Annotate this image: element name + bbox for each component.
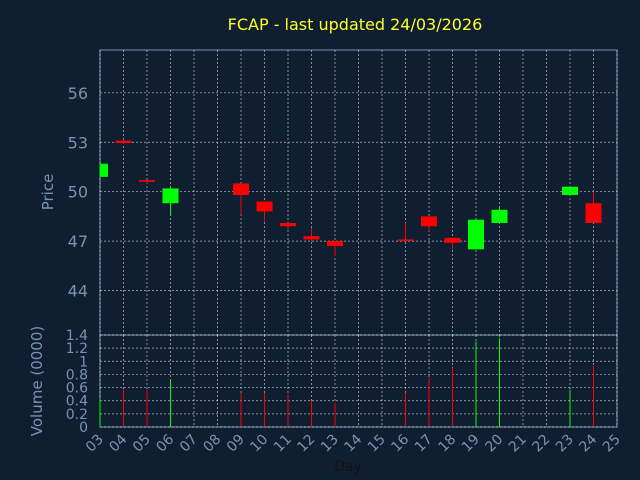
price-axis-ticks: 44 47 50 53 56 xyxy=(68,84,88,301)
price-axis-label: Price xyxy=(39,174,57,211)
chart-title: FCAP - last updated 24/03/2026 xyxy=(228,15,483,34)
candle-body xyxy=(115,140,132,144)
candle-body xyxy=(585,203,602,223)
price-tick-label: 47 xyxy=(68,232,88,251)
volume-bars xyxy=(99,338,594,427)
candle-body xyxy=(444,237,461,243)
candle-body xyxy=(139,180,155,182)
candle-body xyxy=(280,222,296,227)
price-tick-label: 53 xyxy=(68,133,88,152)
price-tick-label: 44 xyxy=(68,282,88,301)
price-tick-label: 50 xyxy=(68,183,88,202)
volume-tick-label: 0.6 xyxy=(66,381,88,397)
candle-body xyxy=(491,209,508,223)
candle-body xyxy=(162,188,179,204)
volume-axis-label: Volume (0000) xyxy=(28,326,46,436)
price-tick-label: 56 xyxy=(68,84,88,103)
x-axis-label: Day xyxy=(334,459,362,475)
candle-body xyxy=(233,183,249,195)
candle-body xyxy=(256,201,273,212)
volume-tick-label: 1.4 xyxy=(66,328,88,344)
candle-body xyxy=(468,219,484,250)
volume-tick-label: 1.2 xyxy=(66,341,88,357)
volume-tick-label: 0.4 xyxy=(66,394,88,410)
candle-body xyxy=(100,163,108,177)
candle-body xyxy=(397,239,414,241)
candlestick-series xyxy=(99,140,602,256)
volume-axis-ticks: 00.20.40.60.811.21.4 xyxy=(66,328,88,436)
x-axis-ticks: 03 04 05 06 07 08 09 10 11 12 13 14 15 16 17 18 19 20 21 22… xyxy=(83,431,624,455)
candle-body xyxy=(327,241,343,247)
volume-tick-label: 0.8 xyxy=(66,367,88,383)
volume-tick-label: 0.2 xyxy=(66,407,88,423)
volume-tick-label: 0 xyxy=(79,420,88,436)
candle-body xyxy=(421,216,437,227)
candle-body xyxy=(303,236,320,240)
candle-body xyxy=(562,186,578,195)
volume-tick-label: 1 xyxy=(79,354,88,370)
